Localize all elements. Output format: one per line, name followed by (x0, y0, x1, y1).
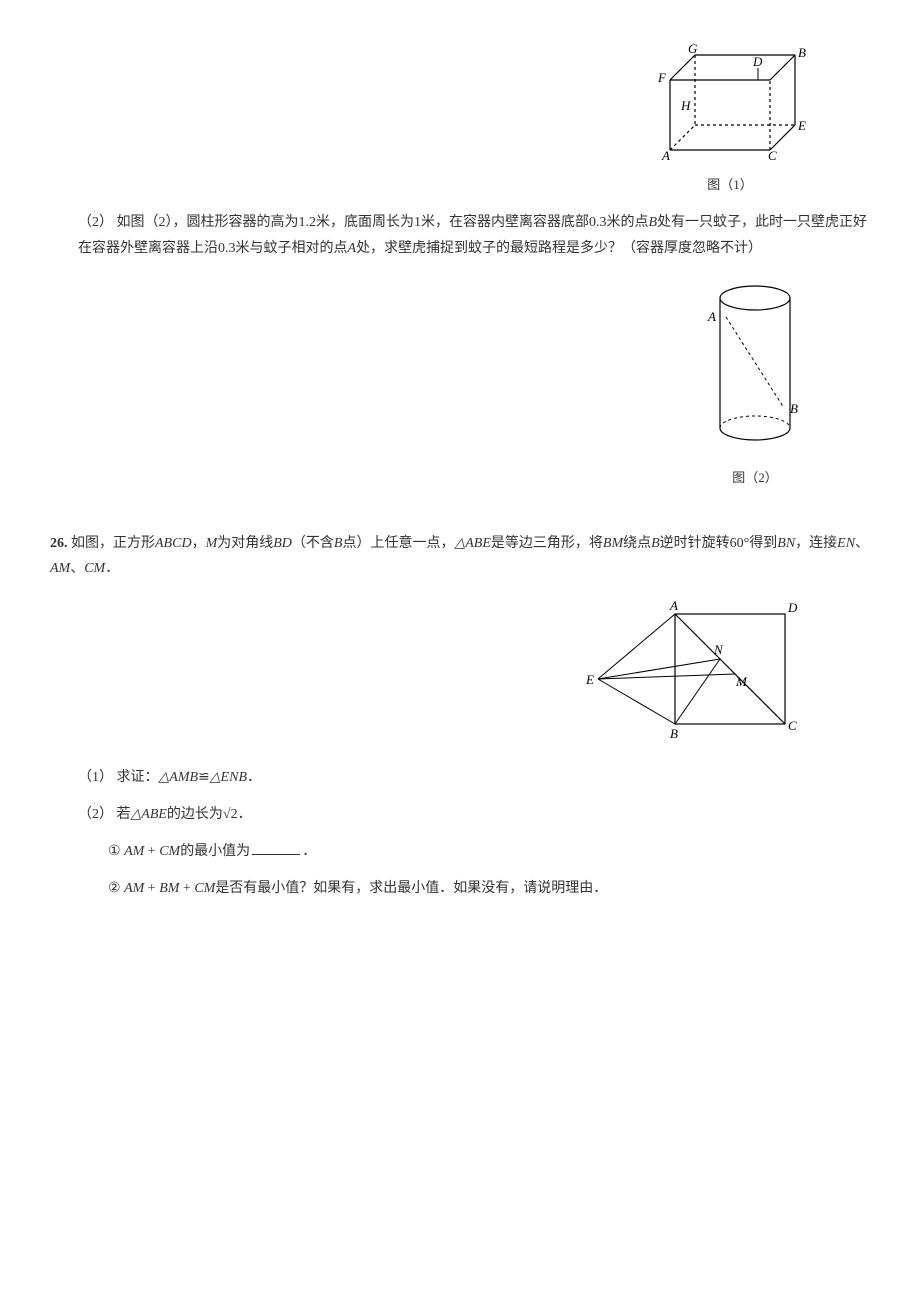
p26s2-am: AM (124, 881, 144, 896)
p26-b2: B (651, 536, 660, 551)
p26-t2: ， (192, 536, 206, 551)
p26-t8: 逆时针旋转60°得到 (660, 536, 778, 551)
p26s2-plus2: + (179, 881, 194, 896)
p26-m: M (206, 536, 218, 551)
p26p2-t1: 若 (117, 807, 131, 822)
problem-26-sub-1: ① AM + CM的最小值为 ． (50, 839, 870, 864)
p26s1-text: 的最小值为 (180, 844, 250, 859)
p26-abe: △ABE (454, 536, 490, 551)
p26-number: 26. (50, 536, 68, 551)
p26p2-t2: 的边长为 (167, 807, 223, 822)
p26p2-period: ． (238, 807, 252, 822)
figure-2-block: A B 图（2） (700, 273, 810, 490)
p26s2-bm: BM (159, 881, 179, 896)
p25-pb: B (649, 215, 658, 230)
p26-t6: 是等边三角形，将 (491, 536, 603, 551)
p26p2-prefix: （2） (78, 807, 113, 822)
problem-26-part-1: （1） 求证：△AMB≌△ENB． (50, 765, 870, 790)
p26-en: EN (837, 536, 855, 551)
figure-1-caption: 图（1） (650, 173, 810, 196)
p26-t7: 绕点 (623, 536, 651, 551)
p26s1-plus: + (144, 844, 159, 859)
figure-1-block: G B F D H E A C 图（1） (650, 40, 810, 197)
sq-label-c: C (788, 718, 797, 733)
p26-abcd: ABCD (155, 536, 192, 551)
p25-t1: 如图（2），圆柱形容器的高为1.2米，底面周长为1米，在容器内壁离容器底部0.3… (117, 215, 649, 230)
label-g: G (688, 41, 698, 56)
p26s2-plus1: + (144, 881, 159, 896)
sq-label-n: N (713, 642, 724, 657)
p26-period: ． (105, 561, 119, 576)
sq-label-d: D (787, 600, 798, 615)
sq-label-e: E (585, 672, 594, 687)
p26-am: AM (50, 561, 70, 576)
p26p2-tri: △ABE (131, 807, 167, 822)
p26p1-t1: 求证： (117, 770, 159, 785)
cyl-label-b: B (790, 401, 798, 416)
label-c: C (768, 148, 777, 160)
p26p1-cong: ≌ (198, 770, 210, 785)
label-e: E (797, 118, 806, 133)
p26p2-sqrt: √2 (223, 807, 238, 822)
p26s2-num: ② (108, 881, 121, 896)
p26p1-tri2: △ENB (210, 770, 247, 785)
sq-label-a: A (669, 598, 678, 613)
fill-blank (252, 841, 300, 855)
cuboid-diagram: G B F D H E A C (650, 40, 810, 160)
problem-26: 26. 如图，正方形ABCD，M为对角线BD（不含 B 点）上任意一点，△ABE是等… (50, 531, 870, 581)
p26s1-num: ① (108, 844, 121, 859)
problem-26-sub-2: ② AM + BM + CM是否有最小值？如果有，求出最小值．如果没有，请说明理… (50, 876, 870, 901)
figure-2-container: A B 图（2） (50, 273, 870, 491)
figure-2-caption: 图（2） (700, 466, 810, 489)
p26-cm: CM (84, 561, 105, 576)
p26-t4: （不含 (292, 536, 334, 551)
problem-25-part-2: （2） 如图（2），圆柱形容器的高为1.2米，底面周长为1米，在容器内壁离容器底… (50, 210, 870, 260)
p26p1-period: ． (247, 770, 261, 785)
p26-t5: 点）上任意一点， (342, 536, 454, 551)
p26p1-tri1: △AMB (159, 770, 199, 785)
p26s1-period: ． (302, 844, 316, 859)
label-d: D (752, 54, 763, 69)
p26s2-text: 是否有最小值？如果有，求出最小值．如果没有，请说明理由． (215, 881, 607, 896)
cylinder-diagram: A B (700, 273, 810, 453)
cyl-label-a: A (707, 309, 716, 324)
p25-prefix: （2） (78, 215, 113, 230)
p26s1-cm: CM (159, 844, 180, 859)
label-h: H (680, 98, 691, 113)
p26-bm: BM (603, 536, 623, 551)
figure-1-container: G B F D H E A C 图（1） (50, 40, 870, 198)
label-b: B (798, 45, 806, 60)
p26-bn: BN (777, 536, 795, 551)
p26-sep1: 、 (855, 536, 869, 551)
figure-3-container: A D N E M B C (50, 594, 870, 753)
p26-t3: 为对角线 (217, 536, 273, 551)
p26-sep2: 、 (70, 561, 84, 576)
sq-label-b: B (670, 726, 678, 741)
label-a: A (661, 148, 670, 160)
sq-label-m: M (735, 674, 748, 689)
p26-t1: 如图，正方形 (71, 536, 155, 551)
p26-t9: ，连接 (795, 536, 837, 551)
p26-bd: BD (273, 536, 292, 551)
p26p1-prefix: （1） (78, 770, 113, 785)
figure-3-block: A D N E M B C (580, 594, 810, 753)
p26s1-am: AM (124, 844, 144, 859)
p25-pa: A (348, 241, 357, 256)
p26s2-cm: CM (194, 881, 215, 896)
label-f: F (657, 70, 667, 85)
problem-26-part-2: （2） 若△ABE的边长为√2． (50, 802, 870, 827)
square-triangle-diagram: A D N E M B C (580, 594, 810, 744)
p25-t3: 处，求壁虎捕捉到蚊子的最短路程是多少？（容器厚度忽略不计） (356, 241, 762, 256)
